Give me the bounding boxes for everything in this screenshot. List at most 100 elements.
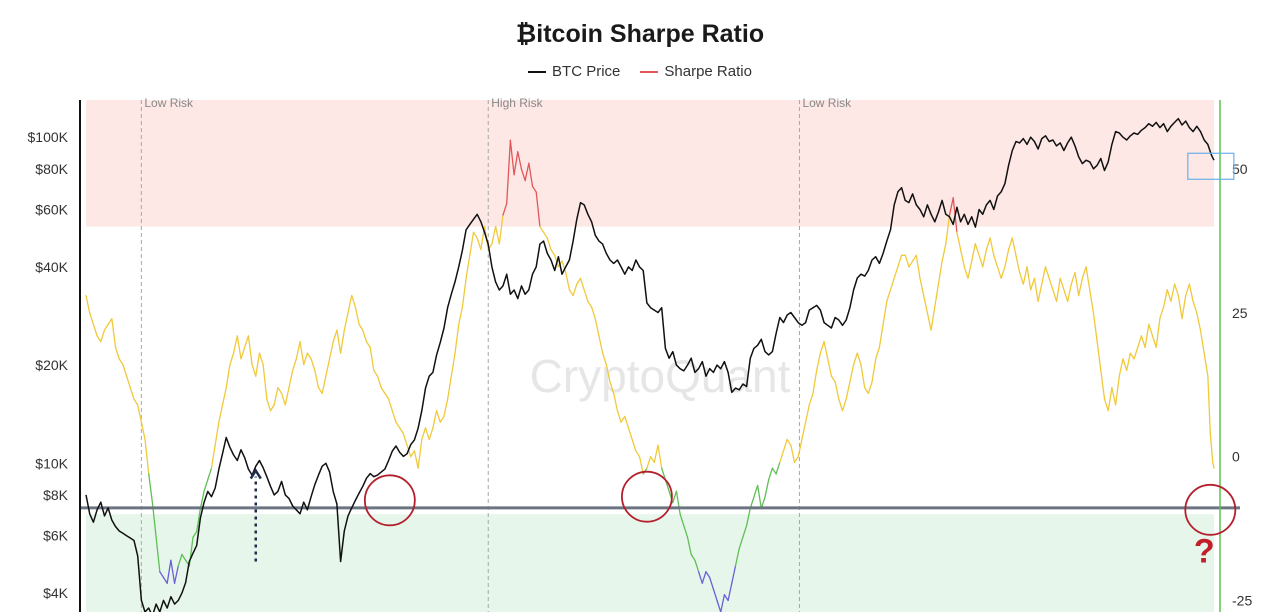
legend-item-btc-price[interactable]: BTC Price [528,63,620,80]
sharpe-ratio-segment [897,254,903,268]
watermark: CryptoQuant [530,350,791,402]
y-right-tick-label: 25 [1232,305,1248,321]
sharpe-ratio-segment [823,340,829,360]
sharpe-ratio-segment [971,243,977,262]
sharpe-ratio-segment [1048,277,1054,291]
sharpe-ratio-segment [314,369,320,389]
sharpe-ratio-segment [443,398,449,418]
sharpe-ratio-segment [421,427,427,441]
sharpe-ratio-segment [875,346,881,360]
sharpe-ratio-segment [446,375,452,400]
sharpe-ratio-segment [974,243,980,256]
sharpe-ratio-segment [852,352,858,366]
sharpe-ratio-segment [590,306,596,320]
sharpe-ratio-segment [1085,266,1091,291]
sharpe-ratio-segment [472,231,478,239]
sharpe-ratio-segment [122,363,128,377]
sharpe-ratio-segment [295,340,301,360]
sharpe-ratio-segment [919,277,925,297]
sharpe-ratio-segment [513,151,519,176]
sharpe-ratio-segment [336,329,342,354]
sharpe-ratio-segment [1133,346,1139,360]
sharpe-ratio-segment [576,277,582,285]
sharpe-ratio-segment [1166,289,1172,302]
sharpe-ratio-segment [92,323,98,337]
sharpe-ratio-segment [649,456,655,464]
sharpe-ratio-segment [886,289,892,302]
sharpe-ratio-segment [841,398,847,412]
sharpe-ratio-segment [399,427,405,435]
sharpe-ratio-segment [959,248,965,268]
sharpe-ratio-segment [985,237,991,251]
sharpe-ratio-segment [1089,289,1095,314]
legend-label-btc-price: BTC Price [552,63,621,80]
sharpe-ratio-line [85,139,1215,612]
btc-price-path [85,117,1215,612]
sharpe-ratio-segment [620,415,626,423]
sharpe-ratio-segment [956,231,962,251]
sharpe-ratio-segment [941,243,947,262]
sharpe-ratio-segment [306,352,312,360]
sharpe-ratio-segment [114,346,120,360]
y-left-tick-label: $8K [43,487,69,503]
sharpe-ratio-segment [1044,266,1050,279]
sharpe-ratio-segment [85,294,91,314]
sharpe-ratio-segment [864,386,869,395]
risk-divider-label: Low Risk [144,96,194,110]
sharpe-ratio-segment [889,277,895,291]
sharpe-ratio-segment [351,294,357,308]
sharpe-ratio-segment [225,363,231,389]
sharpe-ratio-segment [129,386,135,400]
question-mark: ? [1194,533,1215,571]
sharpe-ratio-segment [1129,352,1135,360]
sharpe-ratio-segment [181,553,187,561]
sharpe-ratio-segment [292,358,297,372]
sharpe-ratio-segment [1209,433,1214,464]
sharpe-ratio-segment [937,260,943,285]
sharpe-ratio-segment [594,317,600,337]
sharpe-ratio-segment [845,381,851,400]
sharpe-ratio-segment [605,363,611,383]
sharpe-ratio-segment [144,438,150,475]
sharpe-ratio-segment [528,162,534,187]
sharpe-ratio-segment [967,260,973,279]
sharpe-ratio-segment [771,467,777,475]
sharpe-ratio-segment [1018,271,1024,285]
sharpe-ratio-segment [498,214,504,245]
sharpe-ratio-segment [170,559,176,584]
y-left-tick-label: $60K [35,202,68,218]
sharpe-ratio-segment [221,386,227,406]
sharpe-ratio-segment [635,450,641,458]
risk-divider-label: Low Risk [802,96,852,110]
sharpe-ratio-segment [672,490,678,504]
sharpe-ratio-segment [1074,271,1080,297]
sharpe-ratio-segment [808,392,814,406]
sharpe-ratio-segment [1011,237,1017,256]
sharpe-ratio-segment [107,317,113,326]
sharpe-ratio-segment [723,594,729,602]
sharpe-ratio-segment [694,559,700,573]
sharpe-ratio-segment [989,237,995,256]
sharpe-ratio-segment [343,312,349,331]
legend-item-sharpe-ratio[interactable]: Sharpe Ratio [640,63,752,80]
sharpe-ratio-segment [915,254,921,279]
sharpe-ratio-segment [1212,461,1215,469]
sharpe-ratio-segment [439,415,445,423]
sharpe-ratio-segment [978,254,984,268]
sharpe-ratio-segment [616,410,622,423]
sharpe-ratio-segment [849,363,855,383]
sharpe-ratio-segment [982,248,988,268]
sharpe-ratio-segment [572,283,578,297]
y-left-tick-label: $10K [35,455,68,471]
sharpe-ratio-segment [162,576,168,584]
sharpe-ratio-segment [1140,335,1146,349]
highlight-circle [621,470,673,523]
sharpe-ratio-segment [1162,289,1168,308]
sharpe-ratio-segment [428,427,434,441]
sharpe-ratio-segment [1188,283,1194,302]
sharpe-ratio-segment [690,553,696,561]
sharpe-ratio-segment [251,363,257,377]
btc-price-line [80,117,1240,612]
sharpe-ratio-segment [993,254,999,268]
sharpe-ratio-segment [373,369,379,377]
